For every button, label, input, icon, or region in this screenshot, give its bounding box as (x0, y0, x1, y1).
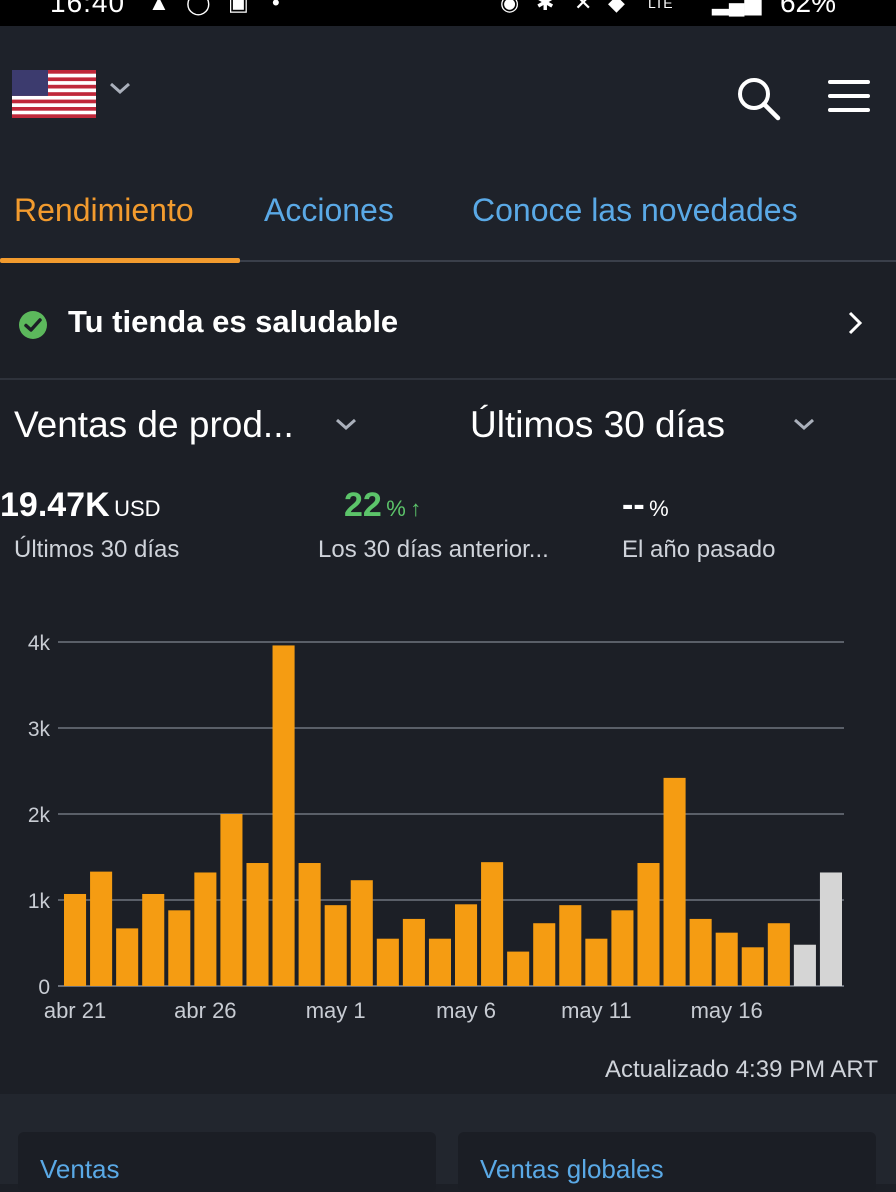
bluetooth-icon: ✱ (536, 0, 555, 15)
x-tick-label: may 1 (306, 998, 366, 1023)
active-tab-indicator (0, 258, 240, 263)
stat-last-year-number: -- (622, 486, 645, 524)
chart-bar[interactable] (272, 645, 295, 986)
arrow-up-icon: ↑ (410, 496, 422, 521)
search-icon[interactable] (734, 74, 782, 122)
y-tick-label: 1k (28, 890, 51, 913)
app-header (0, 26, 896, 162)
stat-current-value: 19.47K USD (0, 486, 161, 525)
chart-bar[interactable] (402, 918, 425, 986)
whatsapp-icon: ◯ (186, 0, 211, 15)
chevron-down-icon[interactable] (792, 416, 816, 432)
sales-bar-chart: 0 1k 2k 3k 4k abr 21 abr 26 may 1 may 6 may 11 may… (28, 632, 844, 1023)
amazon-icon: ▣ (228, 0, 249, 15)
chart-bar[interactable] (689, 918, 712, 986)
chart-bar[interactable] (64, 893, 87, 986)
chart-bar[interactable] (637, 863, 660, 986)
tab-conoce-novedades[interactable]: Conoce las novedades (472, 192, 798, 228)
alarm-icon: ◉ (500, 0, 520, 15)
stat-last-year-unit: % (649, 496, 669, 521)
x-tick-label: abr 21 (44, 998, 106, 1023)
stat-current-label: Últimos 30 días (14, 536, 180, 563)
chart-bar[interactable] (116, 928, 139, 986)
chart-bar[interactable] (194, 872, 217, 986)
global-sales-card[interactable]: Ventas globales (458, 1132, 876, 1192)
chart-bar[interactable] (455, 904, 478, 986)
chart-bar[interactable] (585, 938, 608, 986)
chart-bar[interactable] (533, 923, 556, 986)
check-circle-icon (19, 311, 47, 339)
chart-bar[interactable] (376, 938, 399, 986)
metric-dropdown[interactable]: Ventas de prod... (14, 404, 294, 445)
x-tick-label: may 16 (691, 998, 763, 1023)
chart-bar[interactable] (350, 880, 373, 986)
stat-previous-label: Los 30 días anterior... (318, 536, 549, 563)
chart-bar[interactable] (246, 863, 269, 986)
more-notifications-icon: • (272, 0, 280, 15)
chevron-down-icon[interactable] (108, 80, 132, 96)
chevron-down-icon[interactable] (334, 416, 358, 432)
sales-card-title: Ventas (40, 1154, 120, 1184)
y-tick-label: 4k (28, 632, 51, 655)
location-icon: ◆ (608, 0, 625, 15)
signal-icon: ▂▄▆ (712, 0, 762, 15)
tab-bar: Rendimiento Acciones Conoce las novedade… (0, 160, 896, 263)
tab-acciones[interactable]: Acciones (264, 192, 394, 228)
status-bar: 16:40 ▲ ◯ ▣ • ◉ ✱ ✕ ◆ LTE ▂▄▆ 62% (0, 0, 896, 26)
chart-bar[interactable] (90, 871, 113, 986)
chart-bar[interactable] (559, 905, 582, 986)
sales-card[interactable]: Ventas (18, 1132, 436, 1192)
stat-current-number: 19.47K (0, 486, 110, 524)
chart-bar[interactable] (324, 905, 347, 986)
chart-bar[interactable] (793, 944, 816, 986)
tab-rendimiento[interactable]: Rendimiento (14, 192, 194, 228)
chart-bar[interactable] (428, 938, 451, 986)
store-health-text: Tu tienda es saludable (68, 304, 399, 339)
battery-level: 62% (779, 0, 836, 18)
period-dropdown[interactable]: Últimos 30 días (470, 404, 725, 445)
network-type: LTE (648, 0, 673, 11)
stat-last-year-value: -- % (622, 486, 669, 525)
stat-last-year-label: El año pasado (622, 536, 776, 563)
y-tick-label: 2k (28, 804, 51, 827)
stat-previous-unit: % (386, 496, 406, 521)
store-health-row[interactable]: Tu tienda es saludable (0, 262, 896, 380)
chevron-right-icon[interactable] (846, 310, 864, 336)
chart-bar[interactable] (507, 951, 530, 986)
chart-bar[interactable] (741, 947, 764, 986)
stat-previous-value: 22 % ↑ (344, 486, 421, 525)
x-tick-label: abr 26 (174, 998, 236, 1023)
chart-bar[interactable] (663, 777, 686, 986)
navigation-icon: ▲ (148, 0, 170, 15)
x-tick-label: may 6 (436, 998, 496, 1023)
mute-icon: ✕ (574, 0, 593, 15)
chart-bar[interactable] (298, 863, 321, 986)
chart-bar[interactable] (142, 893, 165, 986)
y-tick-label: 0 (38, 976, 50, 999)
chart-bar[interactable] (481, 862, 504, 986)
chart-bar[interactable] (220, 814, 243, 986)
chart-bar[interactable] (819, 872, 842, 986)
updated-timestamp: Actualizado 4:39 PM ART (604, 1056, 878, 1083)
hamburger-menu-icon[interactable] (826, 76, 872, 116)
stat-previous-number: 22 (344, 486, 382, 524)
x-tick-label: may 11 (561, 998, 632, 1023)
global-sales-card-title: Ventas globales (480, 1154, 664, 1184)
chart-bar[interactable] (715, 932, 738, 986)
chart-bar[interactable] (767, 923, 790, 986)
chart-bar[interactable] (611, 910, 634, 986)
status-time: 16:40 (50, 0, 126, 18)
chart-bar[interactable] (168, 910, 191, 986)
stat-current-unit: USD (114, 496, 161, 521)
y-tick-label: 3k (28, 718, 51, 741)
us-flag-icon[interactable] (12, 70, 96, 118)
